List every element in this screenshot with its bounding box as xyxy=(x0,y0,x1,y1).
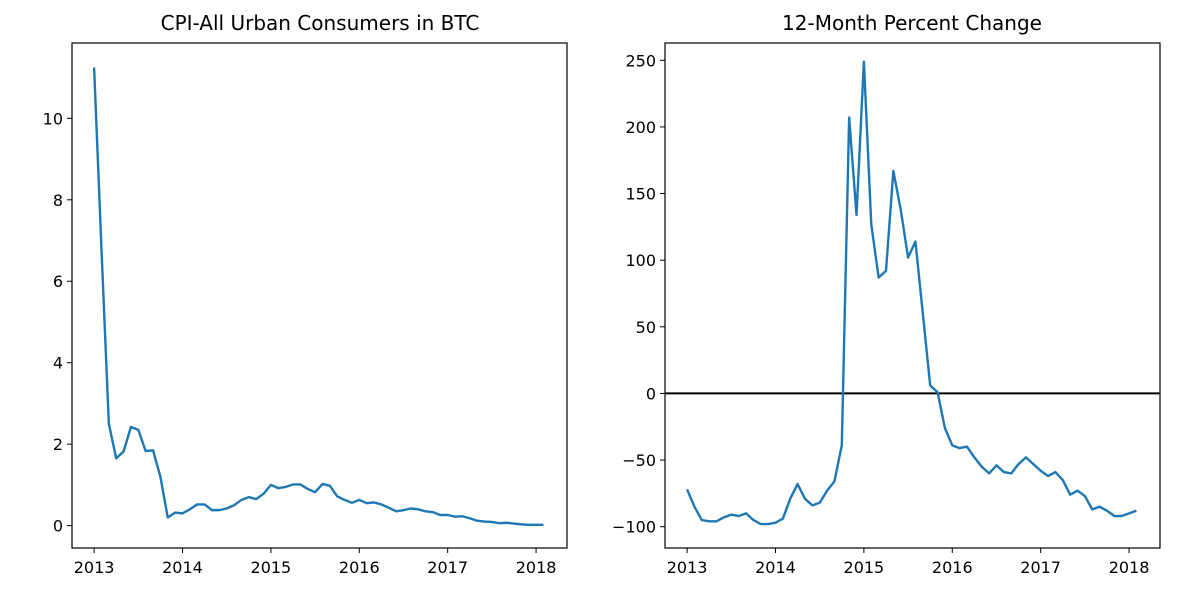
percent-change-y-tick-label: 200 xyxy=(625,118,656,137)
percent-change-x-tick-label: 2016 xyxy=(932,558,973,577)
percent-change-y-tick-label: 100 xyxy=(625,251,656,270)
cpi-btc-y-tick-label: 10 xyxy=(43,109,63,128)
cpi-btc-x-tick-label: 2016 xyxy=(339,558,380,577)
cpi-btc-chart-title: CPI-All Urban Consumers in BTC xyxy=(161,11,480,35)
percent-change-x-tick-label: 2013 xyxy=(667,558,708,577)
percent-change-series-line xyxy=(685,60,1137,526)
cpi-btc-chart: CPI-All Urban Consumers in BTC 2013 2014 2… xyxy=(43,11,568,577)
percent-change-y-tick-label: 250 xyxy=(625,51,656,70)
percent-change-y-tick-label: 50 xyxy=(636,318,656,337)
percent-change-y-tick-label: 150 xyxy=(625,185,656,204)
percent-change-x-tick-label: 2014 xyxy=(755,558,796,577)
cpi-btc-y-tick-label: 6 xyxy=(53,272,63,291)
cpi-btc-series-line xyxy=(92,67,544,526)
cpi-btc-x-tick-label: 2014 xyxy=(162,558,203,577)
percent-change-y-tick-label: −50 xyxy=(622,451,656,470)
cpi-btc-plot-frame xyxy=(71,42,568,549)
percent-change-y-tick-label: 0 xyxy=(646,384,656,403)
cpi-btc-x-tick-label: 2018 xyxy=(516,558,557,577)
cpi-btc-x-tick-label: 2015 xyxy=(251,558,292,577)
percent-change-chart-title: 12-Month Percent Change xyxy=(782,11,1042,35)
cpi-btc-y-tick-label: 8 xyxy=(53,191,63,210)
percent-change-y-tick-label: −100 xyxy=(612,518,656,537)
cpi-btc-x-tick-label: 2013 xyxy=(74,558,115,577)
cpi-btc-y-tick-label: 2 xyxy=(53,435,63,454)
cpi-btc-x-tick-label: 2017 xyxy=(427,558,468,577)
cpi-btc-y-tick-label: 4 xyxy=(53,354,63,373)
cpi-btc-y-tick-label: 0 xyxy=(53,517,63,536)
percent-change-chart: 12-Month Percent Change 2013 2014 2015 2016… xyxy=(612,11,1161,577)
percent-change-x-tick-label: 2015 xyxy=(844,558,885,577)
percent-change-x-tick-label: 2017 xyxy=(1020,558,1061,577)
percent-change-plot-frame xyxy=(664,42,1161,549)
percent-change-x-tick-label: 2018 xyxy=(1109,558,1150,577)
